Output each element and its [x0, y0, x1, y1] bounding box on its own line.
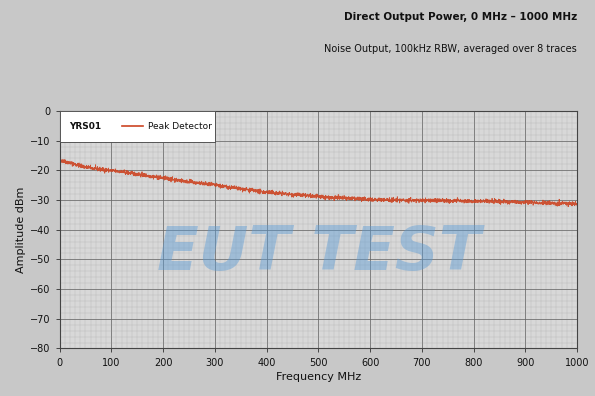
X-axis label: Frequency MHz: Frequency MHz: [275, 372, 361, 382]
Text: Noise Output, 100kHz RBW, averaged over 8 traces: Noise Output, 100kHz RBW, averaged over …: [324, 44, 577, 53]
Text: Direct Output Power, 0 MHz – 1000 MHz: Direct Output Power, 0 MHz – 1000 MHz: [344, 12, 577, 22]
Text: EUT TEST: EUT TEST: [156, 224, 480, 283]
Y-axis label: Amplitude dBm: Amplitude dBm: [16, 187, 26, 273]
